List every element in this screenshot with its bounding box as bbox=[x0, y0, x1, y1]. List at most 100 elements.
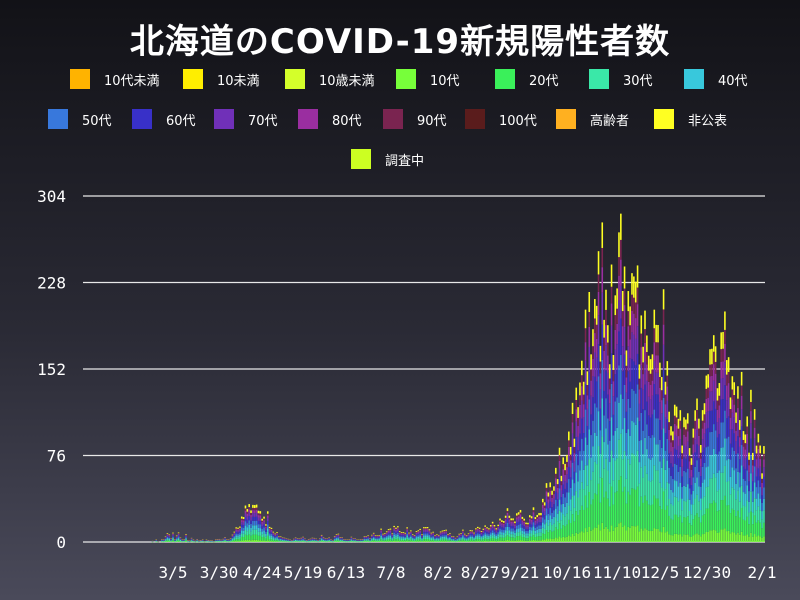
bar-segment bbox=[729, 429, 732, 444]
bar-segment bbox=[445, 534, 447, 537]
bar-segment bbox=[538, 519, 540, 523]
bar-segment bbox=[499, 531, 501, 535]
bar-segment bbox=[675, 533, 678, 542]
bar-segment bbox=[417, 531, 420, 532]
bar-segment bbox=[276, 535, 278, 537]
bar-segment bbox=[668, 534, 670, 542]
bar-segment bbox=[707, 446, 709, 467]
bar-segment bbox=[644, 384, 646, 411]
bar-segment bbox=[568, 479, 570, 493]
bar-segment bbox=[670, 426, 672, 436]
bar-segment bbox=[660, 509, 663, 533]
bar-segment bbox=[270, 539, 273, 542]
bar-segment bbox=[616, 288, 618, 309]
bar-segment bbox=[478, 529, 481, 531]
legend-label: 調査中 bbox=[385, 153, 425, 169]
bar-segment bbox=[722, 331, 724, 349]
bar-segment bbox=[621, 346, 624, 372]
bar-segment bbox=[607, 342, 609, 356]
bar-segment bbox=[558, 499, 561, 511]
bar-segment bbox=[627, 398, 630, 430]
bar-segment bbox=[735, 516, 737, 535]
bar-segment bbox=[755, 487, 758, 499]
bar-segment bbox=[644, 528, 646, 542]
bar-segment bbox=[376, 536, 379, 538]
bar-segment bbox=[512, 518, 514, 521]
bar-segment bbox=[166, 537, 169, 539]
bar-segment bbox=[276, 532, 278, 533]
bar-segment bbox=[657, 444, 659, 471]
bar-segment bbox=[393, 541, 395, 542]
bar-segment bbox=[185, 537, 187, 539]
bar-segment bbox=[536, 536, 539, 541]
bar-segment bbox=[294, 539, 297, 541]
bar-segment bbox=[484, 525, 486, 527]
bar-segment bbox=[577, 465, 579, 482]
bar-segment bbox=[759, 510, 762, 523]
bar-segment bbox=[376, 535, 379, 537]
bar-segment bbox=[172, 536, 174, 538]
legend-label: 非公表 bbox=[688, 113, 728, 129]
bar-segment bbox=[525, 528, 527, 531]
bar-segment bbox=[252, 529, 254, 535]
bar-segment bbox=[276, 541, 278, 542]
bar-segment bbox=[274, 533, 276, 535]
bar-segment bbox=[558, 460, 561, 469]
bar-segment bbox=[257, 510, 260, 514]
bar-segment bbox=[629, 407, 631, 436]
bar-segment bbox=[696, 418, 698, 431]
bar-segment bbox=[164, 539, 167, 541]
bar-segment bbox=[640, 440, 643, 468]
bar-segment bbox=[463, 534, 466, 536]
bar-segment bbox=[755, 536, 758, 542]
bar-segment bbox=[270, 527, 273, 529]
legend-item: 10代 bbox=[396, 68, 460, 90]
bar-segment bbox=[449, 533, 451, 535]
bar-segment bbox=[735, 499, 737, 517]
bar-segment bbox=[612, 504, 615, 531]
bar-segment bbox=[239, 538, 241, 542]
bar-segment bbox=[597, 483, 600, 525]
bar-segment bbox=[673, 514, 676, 534]
bar-segment bbox=[753, 534, 756, 542]
bar-segment bbox=[495, 535, 498, 538]
bar-segment bbox=[692, 504, 695, 520]
bar-segment bbox=[239, 536, 241, 539]
bar-segment bbox=[512, 540, 514, 542]
bar-segment bbox=[185, 536, 187, 538]
bar-segment bbox=[644, 410, 646, 438]
bar-segment bbox=[363, 537, 366, 539]
bar-segment bbox=[523, 537, 525, 541]
bar-segment bbox=[402, 534, 405, 536]
bar-segment bbox=[259, 513, 262, 516]
bar-segment bbox=[551, 494, 553, 498]
bar-segment bbox=[385, 532, 388, 533]
bar-segment bbox=[692, 437, 695, 445]
bar-segment bbox=[281, 539, 284, 540]
bar-segment bbox=[581, 386, 583, 401]
bar-segment bbox=[172, 533, 174, 535]
bar-segment bbox=[423, 539, 425, 542]
bar-segment bbox=[493, 532, 496, 535]
bar-segment bbox=[549, 538, 552, 542]
bar-segment bbox=[488, 534, 490, 536]
bar-segment bbox=[242, 527, 245, 531]
bar-segment bbox=[698, 486, 700, 502]
bar-segment bbox=[610, 450, 613, 487]
bar-segment bbox=[534, 530, 537, 534]
bar-segment bbox=[568, 492, 570, 506]
bar-segment bbox=[437, 536, 440, 538]
bar-segment bbox=[653, 465, 656, 496]
bar-segment bbox=[709, 349, 711, 365]
bar-segment bbox=[740, 371, 743, 386]
bar-segment bbox=[333, 539, 336, 541]
bar-segment bbox=[463, 533, 466, 535]
bar-segment bbox=[738, 501, 741, 518]
bar-segment bbox=[484, 538, 486, 542]
bar-segment bbox=[475, 534, 477, 536]
bar-segment bbox=[465, 539, 468, 541]
bar-segment bbox=[586, 385, 589, 396]
bar-segment bbox=[185, 535, 187, 536]
bar-segment bbox=[532, 514, 535, 519]
bar-segment bbox=[404, 534, 407, 535]
